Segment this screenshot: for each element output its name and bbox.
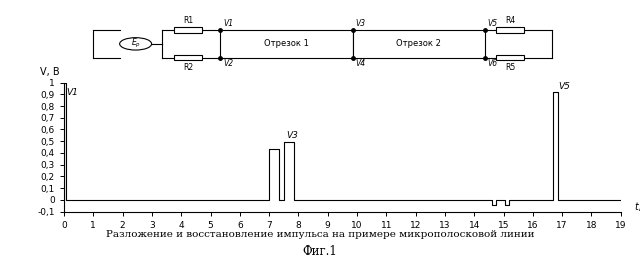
Bar: [174, 55, 202, 60]
Text: R2: R2: [183, 63, 193, 72]
Text: V6: V6: [488, 59, 498, 68]
Text: V5: V5: [488, 19, 498, 28]
Text: V1: V1: [223, 19, 233, 28]
Text: V3: V3: [287, 131, 299, 140]
Text: V4: V4: [355, 59, 365, 68]
Text: $E_p$: $E_p$: [131, 37, 141, 50]
Text: Отрезок 1: Отрезок 1: [264, 39, 309, 48]
Text: V3: V3: [355, 19, 365, 28]
Text: Разложение и восстановление импульса на примере микрополосковой линии: Разложение и восстановление импульса на …: [106, 230, 534, 239]
Text: V1: V1: [67, 88, 78, 97]
Text: t, нс: t, нс: [636, 202, 640, 212]
Text: Отрезок 2: Отрезок 2: [396, 39, 442, 48]
Bar: [496, 55, 524, 60]
Text: V5: V5: [559, 82, 570, 91]
Bar: [353, 30, 485, 58]
Text: V, В: V, В: [40, 67, 59, 77]
Bar: [174, 27, 202, 33]
Text: R1: R1: [183, 16, 193, 25]
Text: R5: R5: [505, 63, 515, 72]
Text: V2: V2: [223, 59, 233, 68]
Circle shape: [120, 38, 152, 50]
Text: Фиг.1: Фиг.1: [303, 245, 337, 258]
Bar: [220, 30, 353, 58]
Bar: [496, 27, 524, 33]
Text: R4: R4: [505, 16, 515, 25]
